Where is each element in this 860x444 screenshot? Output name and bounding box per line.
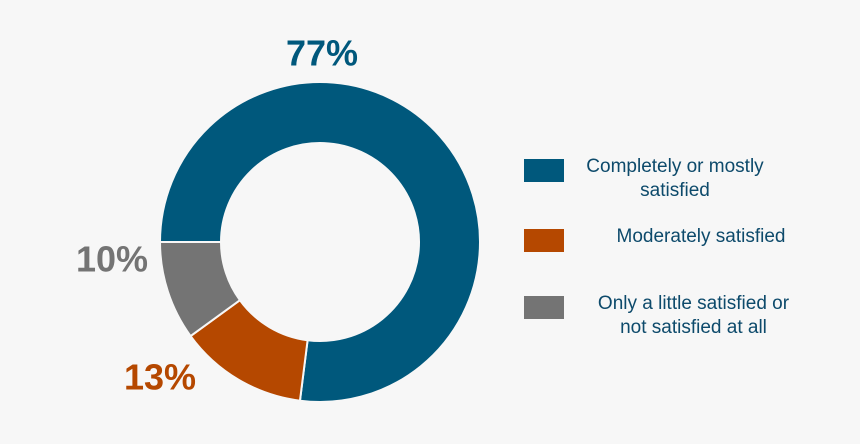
donut-segment [158,81,481,403]
value-label: 13% [124,357,196,398]
legend-label: Moderately satisfied [616,226,786,247]
legend-item: Only a little satisfied or not satisfied… [524,292,801,340]
legend-item: Moderately satisfied [524,225,816,252]
value-label: 10% [76,239,148,280]
legend-label: Only a little satisfied or not satisfied… [597,293,790,338]
legend-swatch [524,229,564,252]
value-label: 77% [286,33,358,74]
donut-segment [158,241,242,338]
legend-item: Completely or mostly satisfied [524,155,764,203]
legend-swatch [524,159,564,182]
legend-label: Completely or mostly satisfied [586,156,764,201]
legend-swatch [524,296,564,319]
